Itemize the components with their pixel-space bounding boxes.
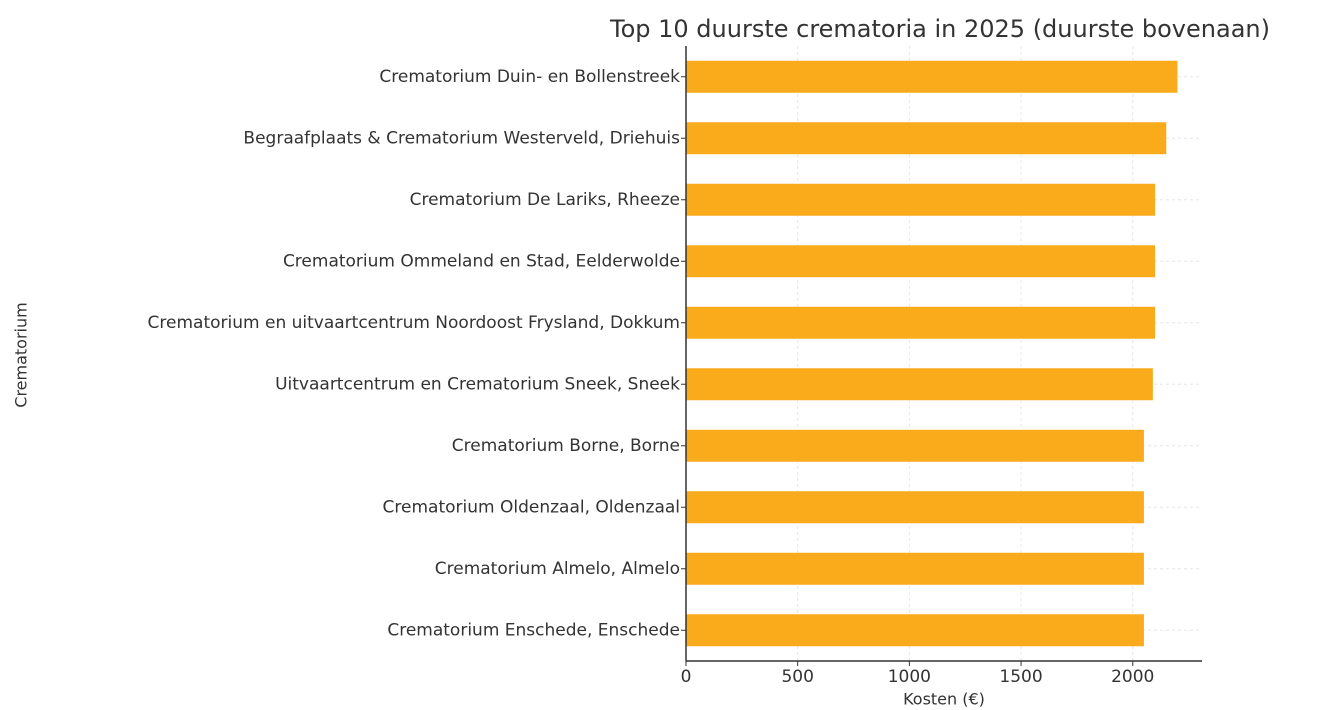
bar: [686, 183, 1156, 216]
bar: [686, 60, 1178, 93]
y-tick-label: Begraafplaats & Crematorium Westerveld, …: [243, 128, 680, 148]
y-tick-label: Crematorium Almelo, Almelo: [435, 559, 680, 579]
chart-title: Top 10 duurste crematoria in 2025 (duurs…: [609, 15, 1270, 43]
bar: [686, 122, 1167, 155]
x-axis-label: Kosten (€): [903, 690, 985, 709]
y-axis-label: Crematorium: [12, 302, 31, 407]
y-tick-label: Crematorium Ommeland en Stad, Eelderwold…: [283, 251, 680, 271]
bar: [686, 429, 1144, 462]
y-tick-label: Crematorium en uitvaartcentrum Noordoost…: [148, 313, 680, 333]
bar: [686, 491, 1144, 524]
bar: [686, 245, 1156, 278]
x-tick-label: 1500: [999, 667, 1042, 687]
bar: [686, 552, 1144, 585]
y-tick-label: Crematorium Enschede, Enschede: [387, 620, 680, 640]
bar: [686, 614, 1144, 647]
x-tick-label: 0: [681, 667, 692, 687]
x-tick-label: 500: [781, 667, 813, 687]
y-tick-label: Crematorium Duin- en Bollenstreek: [379, 67, 680, 87]
y-tick-label: Crematorium Oldenzaal, Oldenzaal: [383, 497, 680, 517]
y-tick-label: Crematorium De Lariks, Rheeze: [410, 190, 680, 210]
x-tick-label: 2000: [1111, 667, 1154, 687]
y-tick-label: Crematorium Borne, Borne: [452, 436, 680, 456]
y-tick-label: Uitvaartcentrum en Crematorium Sneek, Sn…: [275, 374, 680, 394]
bar: [686, 306, 1156, 339]
bar: [686, 368, 1153, 401]
x-tick-label: 1000: [888, 667, 931, 687]
